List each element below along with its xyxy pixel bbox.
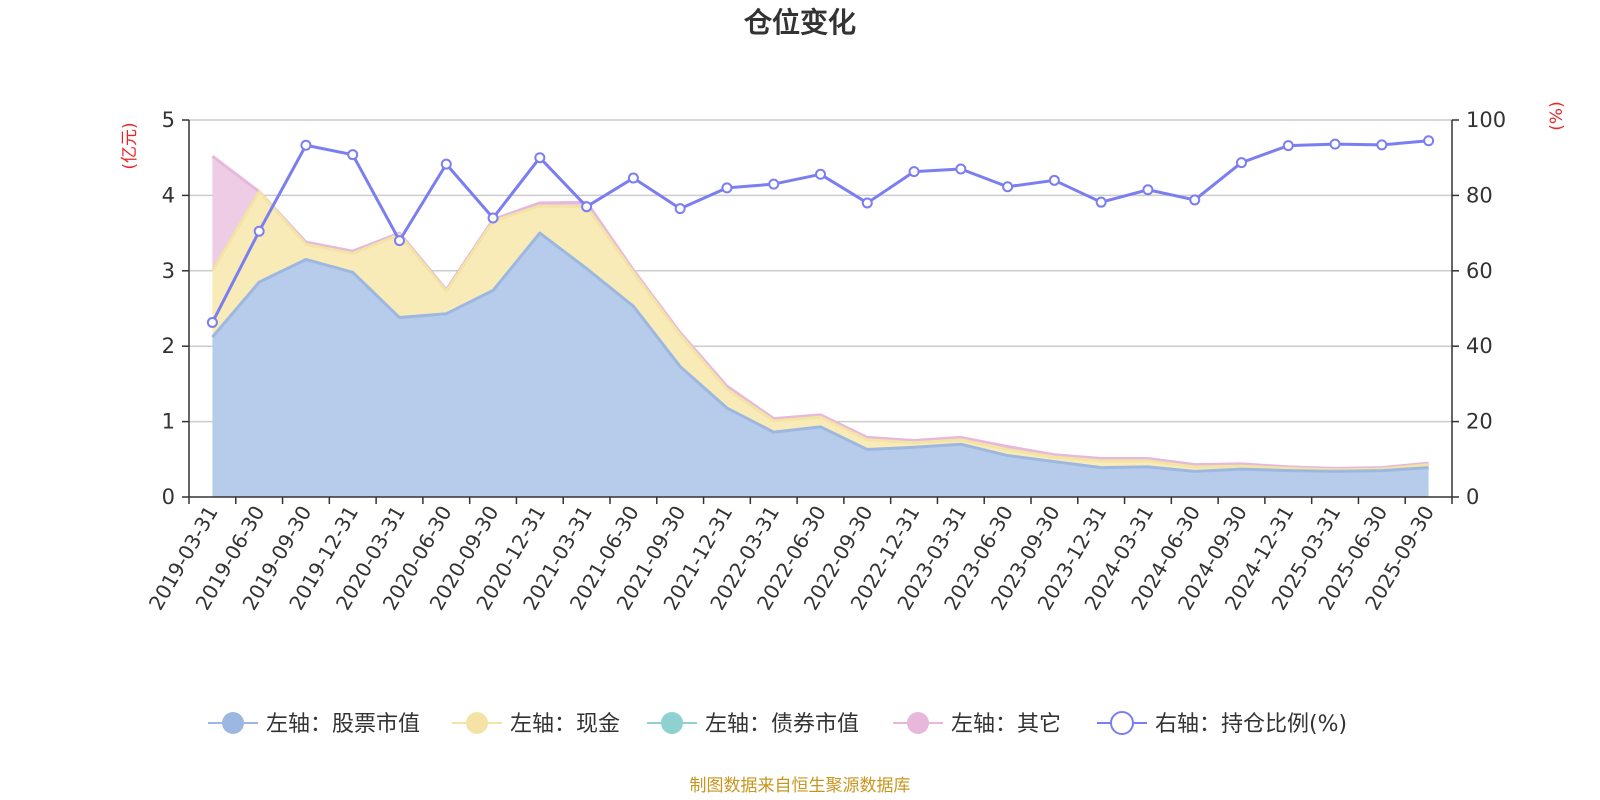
left-axis-unit: (亿元) — [120, 122, 140, 169]
right-tick-label: 20 — [1466, 410, 1493, 434]
ratio-point — [534, 152, 546, 164]
legend-hollow-circle-icon — [1110, 711, 1134, 735]
right-axis-unit: (%) — [1547, 101, 1567, 130]
legend-label: 左轴：现金 — [510, 712, 620, 737]
legend-circle-icon — [222, 712, 244, 734]
ratio-point — [1236, 157, 1247, 169]
legend-item[interactable]: 左轴：其它 — [893, 712, 1061, 737]
ratio-point — [1048, 174, 1060, 186]
chart-title: 仓位变化 — [744, 6, 856, 39]
legend-label: 左轴：债券市值 — [705, 712, 859, 737]
right-tick-label: 80 — [1466, 183, 1493, 207]
left-tick-label: 4 — [162, 183, 175, 207]
right-tick-label: 100 — [1466, 108, 1506, 132]
ratio-point — [768, 178, 780, 190]
area-fill — [212, 233, 1429, 497]
ratio-point — [581, 201, 593, 213]
left-tick-label: 3 — [162, 259, 175, 283]
legend-circle-icon — [907, 712, 929, 734]
right-tick-label: 60 — [1466, 259, 1493, 283]
ratio-point — [1423, 135, 1435, 147]
ratio-point — [487, 212, 499, 224]
right-tick-label: 0 — [1466, 485, 1479, 509]
ratio-point — [1329, 138, 1341, 150]
ratio-point — [1282, 140, 1294, 152]
legend-item[interactable]: 左轴：股票市值 — [208, 712, 420, 737]
ratio-point — [674, 203, 686, 215]
legend-item[interactable]: 左轴：债券市值 — [647, 712, 859, 737]
area-edge-line — [211, 231, 1429, 473]
legend-circle-icon — [466, 712, 488, 734]
legend-item[interactable]: 左轴：现金 — [452, 712, 620, 737]
ratio-point — [1142, 184, 1154, 196]
ratio-point — [1376, 139, 1388, 151]
legend-label: 右轴：持仓比例(%) — [1155, 712, 1347, 737]
legend-item[interactable]: 右轴：持仓比例(%) — [1097, 711, 1347, 737]
ratio-point — [721, 182, 733, 194]
ratio-point — [206, 316, 218, 328]
ratio-point — [627, 172, 639, 184]
area-edge-line — [211, 190, 1429, 472]
ratio-point — [394, 235, 405, 247]
left-tick-label: 1 — [162, 410, 175, 434]
ratio-point — [1002, 181, 1014, 193]
left-tick-label: 5 — [162, 108, 175, 132]
source-note: 制图数据来自恒生聚源数据库 — [690, 776, 911, 796]
ratio-line-series — [206, 135, 1435, 328]
ratio-point — [908, 166, 920, 178]
ratio-point — [861, 197, 873, 209]
left-tick-label: 0 — [162, 485, 175, 509]
stacked-areas — [211, 154, 1429, 497]
ratio-point — [955, 163, 967, 175]
legend-circle-icon — [661, 712, 683, 734]
ratio-point — [347, 149, 359, 161]
legend-label: 左轴：其它 — [951, 712, 1061, 737]
legend-label: 左轴：股票市值 — [266, 712, 420, 737]
right-tick-label: 40 — [1466, 334, 1493, 358]
ratio-point — [253, 225, 265, 237]
ratio-point — [815, 168, 826, 180]
ratio-point — [1189, 194, 1201, 206]
ratio-point — [300, 139, 312, 151]
legend: 左轴：股票市值 左轴：现金 左轴：债券市值 左轴：其它 右轴：持仓比例(%) — [208, 711, 1347, 737]
left-tick-label: 2 — [162, 334, 175, 358]
ratio-point — [1095, 196, 1107, 208]
ratio-point — [440, 158, 452, 170]
